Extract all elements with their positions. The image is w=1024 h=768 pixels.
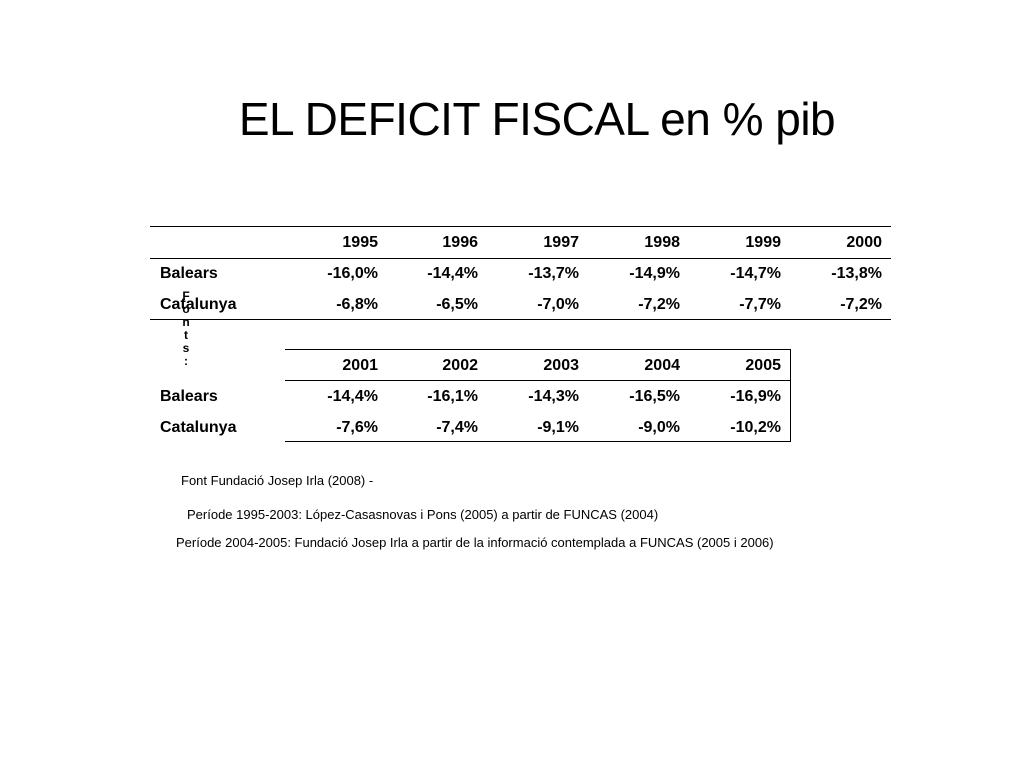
table1-bottom-rule (150, 319, 891, 320)
table1-cell: -14,7% (730, 265, 781, 282)
table1-year-3: 1997 (543, 234, 579, 251)
table2-cell: -7,6% (336, 419, 378, 436)
table2-cell: -14,3% (528, 388, 579, 405)
table1-cell: -7,2% (840, 296, 882, 313)
table1-cell: -13,8% (831, 265, 882, 282)
vertical-letter: : (184, 354, 188, 368)
table2-year-4: 2004 (644, 357, 680, 374)
vertical-fonts-label: F o n t s : (181, 290, 191, 368)
table2-cell: -16,5% (629, 388, 680, 405)
table1-year-6: 2000 (846, 234, 882, 251)
table1-row-label: Balears (160, 265, 218, 282)
table2-year-5: 2005 (745, 357, 781, 374)
table2-top-rule (285, 349, 791, 350)
table2-right-rule (790, 349, 791, 442)
table1-cell: -7,7% (739, 296, 781, 313)
page-title: EL DEFICIT FISCAL en % pib (238, 93, 836, 145)
source-note: Font Fundació Josep Irla (2008) - (181, 473, 374, 488)
period-note-2: Període 2004-2005: Fundació Josep Irla a… (176, 535, 774, 550)
table1-cell: -14,9% (629, 265, 680, 282)
table2-row-label: Catalunya (160, 419, 237, 436)
table1-cell: -7,2% (638, 296, 680, 313)
table1-cell: -6,8% (336, 296, 378, 313)
table2-cell: -16,9% (730, 388, 781, 405)
table1-year-2: 1996 (442, 234, 478, 251)
table2-cell: -14,4% (327, 388, 378, 405)
table1-top-rule (150, 226, 891, 227)
vertical-letter: n (182, 315, 190, 329)
table2-year-2: 2002 (442, 357, 478, 374)
table2-bottom-rule (285, 441, 791, 442)
table2-cell: -9,0% (638, 419, 680, 436)
table2-cell: -10,2% (730, 419, 781, 436)
table1-row-label: Catalunya (160, 296, 237, 313)
table1-cell: -16,0% (327, 265, 378, 282)
table2-cell: -16,1% (427, 388, 478, 405)
table2-header-rule (285, 380, 791, 381)
table1-cell: -13,7% (528, 265, 579, 282)
period-note-1: Període 1995-2003: López-Casasnovas i Po… (187, 507, 659, 522)
table1-cell: -7,0% (537, 296, 579, 313)
table2-row-label: Balears (160, 388, 218, 405)
vertical-letter: F (182, 289, 190, 303)
table1-cell: -14,4% (427, 265, 478, 282)
table2-cell: -9,1% (537, 419, 579, 436)
table1-year-1: 1995 (342, 234, 378, 251)
table1-header-rule (150, 258, 891, 259)
vertical-letter: t (184, 328, 188, 342)
table1-year-5: 1999 (745, 234, 781, 251)
table2-year-1: 2001 (342, 357, 378, 374)
table2-cell: -7,4% (436, 419, 478, 436)
table1-cell: -6,5% (436, 296, 478, 313)
vertical-letter: o (182, 302, 190, 316)
table1-year-4: 1998 (644, 234, 680, 251)
table2-year-3: 2003 (543, 357, 579, 374)
vertical-letter: s (182, 341, 190, 355)
